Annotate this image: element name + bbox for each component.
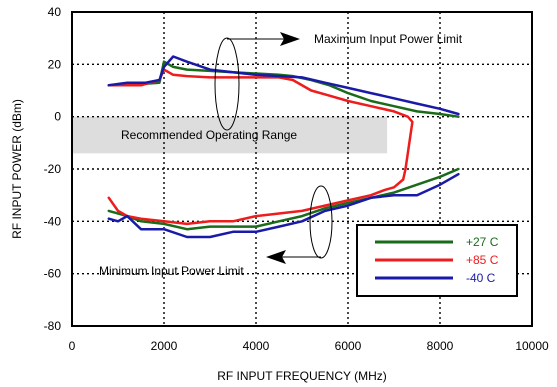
x-tick-label: 0 <box>69 339 76 353</box>
region-layer <box>72 116 388 154</box>
y-tick-label: -60 <box>44 267 62 281</box>
series-line-upper-2 <box>107 55 460 116</box>
y-axis-label: RF INPUT POWER (dBm) <box>10 99 24 239</box>
x-tick-label: 10000 <box>515 339 549 353</box>
y-tick-label: 20 <box>48 57 62 71</box>
legend-label: -40 C <box>466 271 496 285</box>
min-annotation-ellipse <box>309 185 333 259</box>
operating-range-label: Recommended Operating Range <box>121 128 297 142</box>
x-tick-label: 2000 <box>151 339 178 353</box>
max-annotation-arrowhead <box>280 32 300 46</box>
series-line-lower-1 <box>107 178 405 226</box>
series-line-lower-0 <box>107 167 460 231</box>
max-power-annotation: Maximum Input Power Limit <box>214 32 463 131</box>
series-line-upper-1 <box>107 68 414 181</box>
plot-frame <box>71 11 533 327</box>
legend-label: +85 C <box>466 253 499 267</box>
max-annotation-ellipse <box>214 37 240 131</box>
x-tick-label: 4000 <box>243 339 270 353</box>
y-tick-label: 40 <box>48 5 62 19</box>
y-tick-label: 0 <box>54 110 61 124</box>
legend-label: +27 C <box>466 235 499 249</box>
min-power-annotation: Minimum Input Power Limit <box>99 185 333 278</box>
min-annotation-arrowhead <box>266 250 286 264</box>
max-power-label: Maximum Input Power Limit <box>314 32 463 46</box>
x-tick-label: 8000 <box>427 339 454 353</box>
x-axis-label: RF INPUT FREQUENCY (MHz) <box>217 369 387 383</box>
operating-range-region <box>72 116 388 154</box>
legend: +27 C +85 C -40 C <box>356 224 518 297</box>
y-tick-label: -20 <box>44 162 62 176</box>
tick-layer: 0 2000 4000 6000 8000 10000 -80 -60 -40 -20 0 20 40 <box>44 5 549 353</box>
y-tick-label: -40 <box>44 214 62 228</box>
y-tick-label: -80 <box>44 319 62 333</box>
series-line-lower-2 <box>107 172 460 239</box>
series-line-upper-0 <box>107 60 460 118</box>
x-tick-label: 6000 <box>335 339 362 353</box>
min-power-label: Minimum Input Power Limit <box>99 264 244 278</box>
series-layer <box>107 55 460 239</box>
